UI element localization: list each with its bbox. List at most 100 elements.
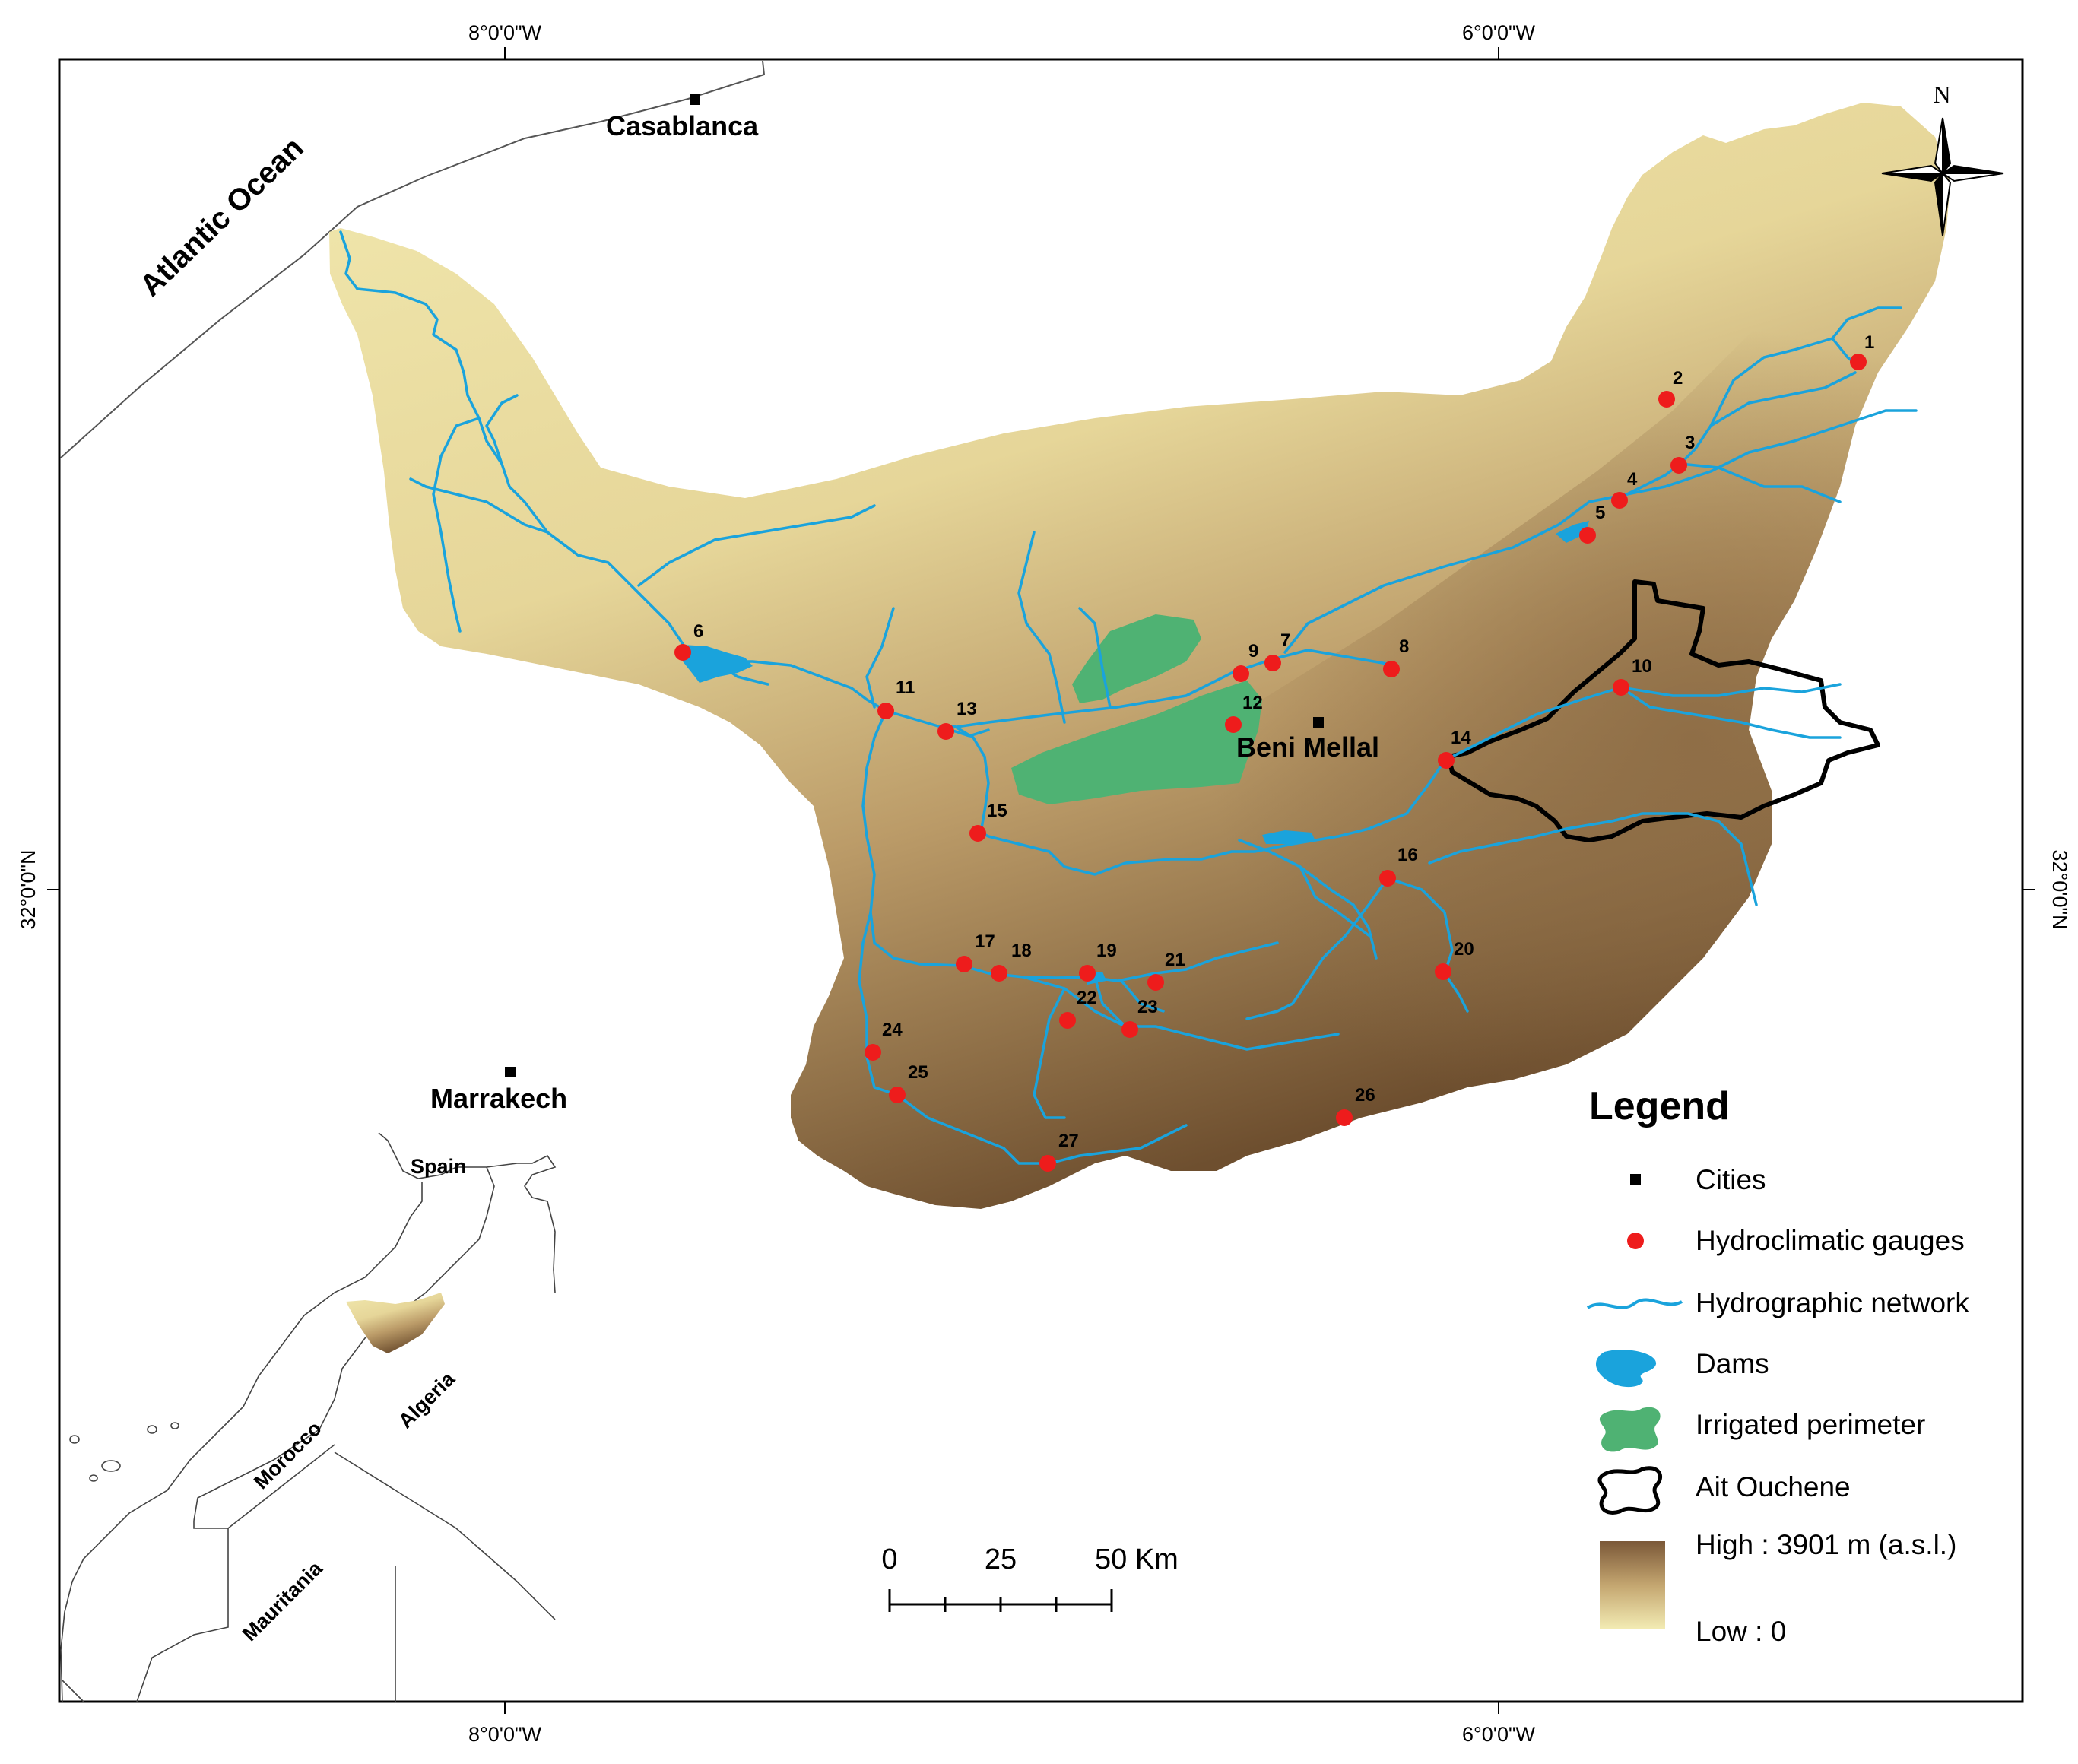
graticule-ticks: [47, 47, 2035, 1714]
lon-label-top-east: 6°0'0"W: [1462, 21, 1536, 44]
gauge-12[interactable]: 12: [1225, 693, 1263, 733]
gauge-8[interactable]: 8: [1383, 636, 1409, 677]
dams: [683, 521, 1589, 985]
gauge-label: 7: [1280, 630, 1290, 651]
city-beni-mellal[interactable]: Beni Mellal: [1236, 717, 1379, 763]
gauge-label: 22: [1077, 988, 1097, 1008]
gauge-label: 5: [1595, 503, 1605, 523]
gauge-17[interactable]: 17: [956, 931, 995, 972]
gauge-label: 2: [1673, 368, 1683, 389]
legend-label-gauges: Hydroclimatic gauges: [1696, 1225, 1965, 1256]
gauge-label: 14: [1451, 728, 1471, 748]
coastline: [60, 60, 766, 458]
legend-symbol-dams: [1595, 1350, 1657, 1388]
scale-tick-25: 25: [985, 1544, 1017, 1575]
legend-label-ait-ouchene: Ait Ouchene: [1696, 1471, 1851, 1502]
ait-ouchene-boundary: [1446, 579, 1880, 842]
gauge-21[interactable]: 21: [1147, 950, 1185, 991]
north-label: N: [1933, 81, 1950, 108]
legend-symbol-irrigated: [1599, 1407, 1661, 1452]
city-label-casablanca: Casablanca: [606, 110, 759, 141]
gauge-label: 21: [1165, 950, 1185, 970]
lon-label-bottom-west: 8°0'0"W: [468, 1723, 542, 1746]
city-casablanca[interactable]: Casablanca: [606, 94, 759, 141]
scale-tick-0: 0: [881, 1544, 897, 1575]
legend-label-network: Hydrographic network: [1696, 1287, 1969, 1318]
gauge-label: 25: [908, 1062, 928, 1083]
gauge-26[interactable]: 26: [1336, 1085, 1375, 1126]
north-arrow: N: [1881, 81, 2004, 236]
map-frame: [58, 58, 2024, 1703]
city-marker: [505, 1067, 516, 1077]
gauge-label: 26: [1355, 1085, 1375, 1106]
gauge-14[interactable]: 14: [1438, 728, 1471, 769]
legend-label-elevation-low: Low : 0: [1696, 1616, 1786, 1647]
gauge-5[interactable]: 5: [1579, 503, 1605, 544]
gauge-label: 24: [882, 1020, 903, 1040]
gauge-label: 3: [1685, 433, 1695, 453]
gauge-3[interactable]: 3: [1670, 433, 1695, 474]
lat-label-west: 32°0'0"N: [17, 849, 40, 929]
lon-label-bottom-east: 6°0'0"W: [1462, 1723, 1536, 1746]
gauge-label: 23: [1137, 997, 1158, 1017]
gauge-13[interactable]: 13: [937, 699, 977, 740]
gauge-11[interactable]: 11: [877, 677, 915, 719]
gauge-18[interactable]: 18: [991, 941, 1032, 982]
gauge-9[interactable]: 9: [1233, 641, 1258, 682]
gauge-label: 15: [987, 801, 1007, 821]
inset-label-mauritania: Mauritania: [238, 1556, 327, 1645]
legend-symbol-gauge: [1627, 1233, 1644, 1249]
gauge-20[interactable]: 20: [1435, 939, 1474, 980]
city-marker: [1313, 717, 1324, 728]
inset-basin-locator: [346, 1293, 445, 1353]
gauge-layer: 1 2 3 4 5 6 7 8 9 10 11 12 13 14 15 16 1…: [674, 332, 1874, 1172]
gauge-label: 4: [1627, 469, 1638, 490]
gauge-23[interactable]: 23: [1121, 997, 1158, 1038]
gauge-27[interactable]: 27: [1039, 1131, 1079, 1172]
gauge-22[interactable]: 22: [1059, 988, 1097, 1029]
legend-symbol-network: [1586, 1298, 1683, 1309]
gauge-7[interactable]: 7: [1264, 630, 1290, 671]
gauge-16[interactable]: 16: [1379, 845, 1418, 887]
gauge-4[interactable]: 4: [1611, 469, 1638, 509]
legend-label-cities: Cities: [1696, 1164, 1766, 1195]
gauge-10[interactable]: 10: [1613, 656, 1652, 696]
gauge-25[interactable]: 25: [889, 1062, 928, 1103]
inset-label-algeria: Algeria: [394, 1367, 460, 1433]
legend: Legend Cities Hydroclimatic gauges Hydro…: [1586, 1084, 1969, 1647]
city-label-beni-mellal: Beni Mellal: [1236, 731, 1379, 763]
legend-symbol-ait-ouchene: [1597, 1466, 1662, 1515]
legend-elevation-ramp: [1600, 1541, 1665, 1629]
gauge-label: 8: [1399, 636, 1409, 657]
gauge-2[interactable]: 2: [1658, 368, 1683, 408]
gauge-label: 13: [957, 699, 977, 719]
legend-label-dams: Dams: [1696, 1348, 1769, 1379]
gauge-6[interactable]: 6: [674, 621, 703, 661]
inset-label-spain: Spain: [411, 1155, 467, 1178]
ocean-label: Atlantic Ocean: [134, 131, 310, 303]
scale-tick-50: 50 Km: [1095, 1544, 1179, 1575]
city-marker: [690, 94, 700, 105]
gauge-label: 18: [1011, 941, 1032, 961]
lon-label-top-west: 8°0'0"W: [468, 21, 542, 44]
legend-title: Legend: [1589, 1084, 1730, 1128]
gauge-19[interactable]: 19: [1079, 941, 1117, 982]
gauge-label: 19: [1096, 941, 1117, 961]
city-marrakech[interactable]: Marrakech: [430, 1067, 567, 1114]
gauge-label: 16: [1397, 845, 1418, 865]
scale-bar: 0 25 50 Km: [881, 1544, 1179, 1612]
gauge-label: 6: [693, 621, 703, 642]
gauge-label: 12: [1242, 693, 1263, 713]
legend-symbol-city: [1630, 1174, 1641, 1185]
gauge-label: 20: [1454, 939, 1474, 960]
gauge-label: 17: [975, 931, 995, 952]
gauge-1[interactable]: 1: [1850, 332, 1874, 370]
gauge-label: 9: [1248, 641, 1258, 662]
legend-label-elevation-high: High : 3901 m (a.s.l.): [1696, 1529, 1956, 1560]
gauge-15[interactable]: 15: [969, 801, 1007, 842]
gauge-label: 11: [896, 677, 915, 698]
gauge-label: 27: [1058, 1131, 1079, 1151]
lat-label-east: 32°0'0"N: [2048, 849, 2071, 929]
gauge-24[interactable]: 24: [865, 1020, 903, 1061]
